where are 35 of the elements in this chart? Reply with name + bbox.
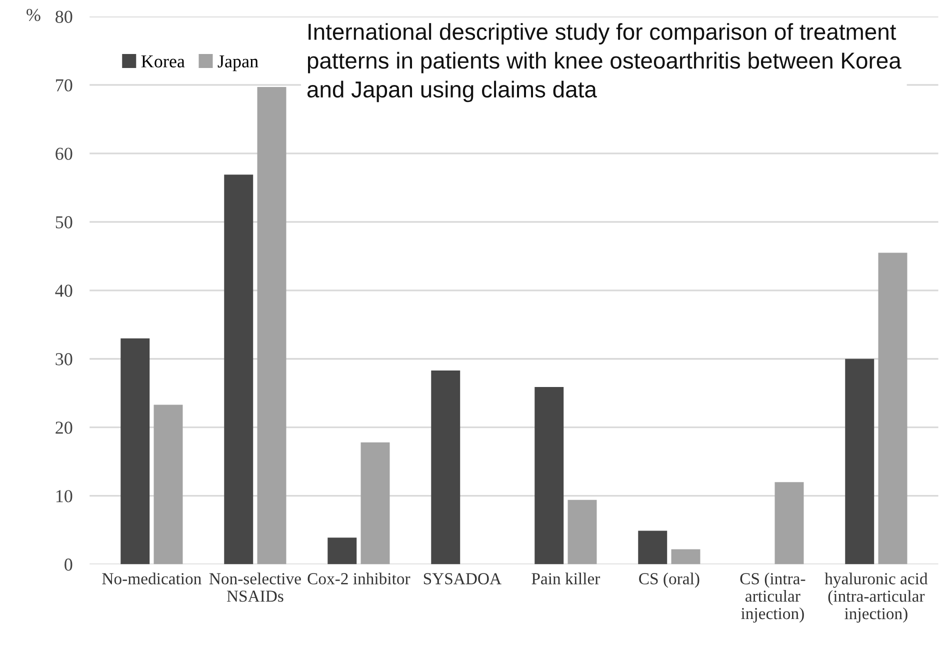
y-tick-label: 0: [64, 558, 72, 571]
y-tick-label: 10: [56, 490, 72, 502]
bar: [878, 252, 908, 564]
bar: [257, 87, 286, 564]
x-tick-label: CS (oral): [639, 572, 700, 588]
y-tick-label: 60: [56, 148, 72, 160]
x-tick-label: hyaluronic acid (intra-articular injection): [824, 572, 928, 623]
y-tick-label: 30: [56, 353, 72, 366]
y-tick-label: 20: [56, 422, 72, 434]
legend-label: Korea: [141, 55, 185, 68]
x-tick-label: Non-selective NSAIDs: [209, 572, 301, 602]
y-axis-title: %: [26, 8, 40, 22]
y-tick-label: 50: [56, 216, 72, 228]
bar: [845, 358, 874, 564]
bar: [154, 404, 183, 564]
x-tick-label: Cox-2 inhibitor: [308, 572, 410, 584]
x-tick-label: CS (intra- articular injection): [740, 572, 806, 623]
bar: [638, 530, 668, 564]
bar: [360, 442, 390, 564]
y-tick-label: 80: [56, 10, 72, 23]
bar: [671, 549, 700, 564]
x-tick-label: No-medication: [102, 572, 202, 584]
x-tick-label: Pain killer: [532, 572, 600, 584]
bar: [328, 538, 357, 564]
bar: [568, 500, 597, 564]
text: International descriptive study for comparison of treatment patterns in patients with knee osteoarthritis between Korea and Japan using claims data: [307, 23, 902, 102]
bar: [774, 482, 804, 564]
y-tick-label: 70: [56, 79, 72, 92]
y-tick-label: 40: [55, 284, 72, 297]
bar: [120, 338, 150, 564]
x-tick-label: SYSADOA: [424, 573, 502, 584]
bar: [534, 386, 564, 564]
legend-label: Japan: [218, 55, 258, 72]
bar: [431, 370, 460, 564]
bar: [224, 174, 254, 564]
